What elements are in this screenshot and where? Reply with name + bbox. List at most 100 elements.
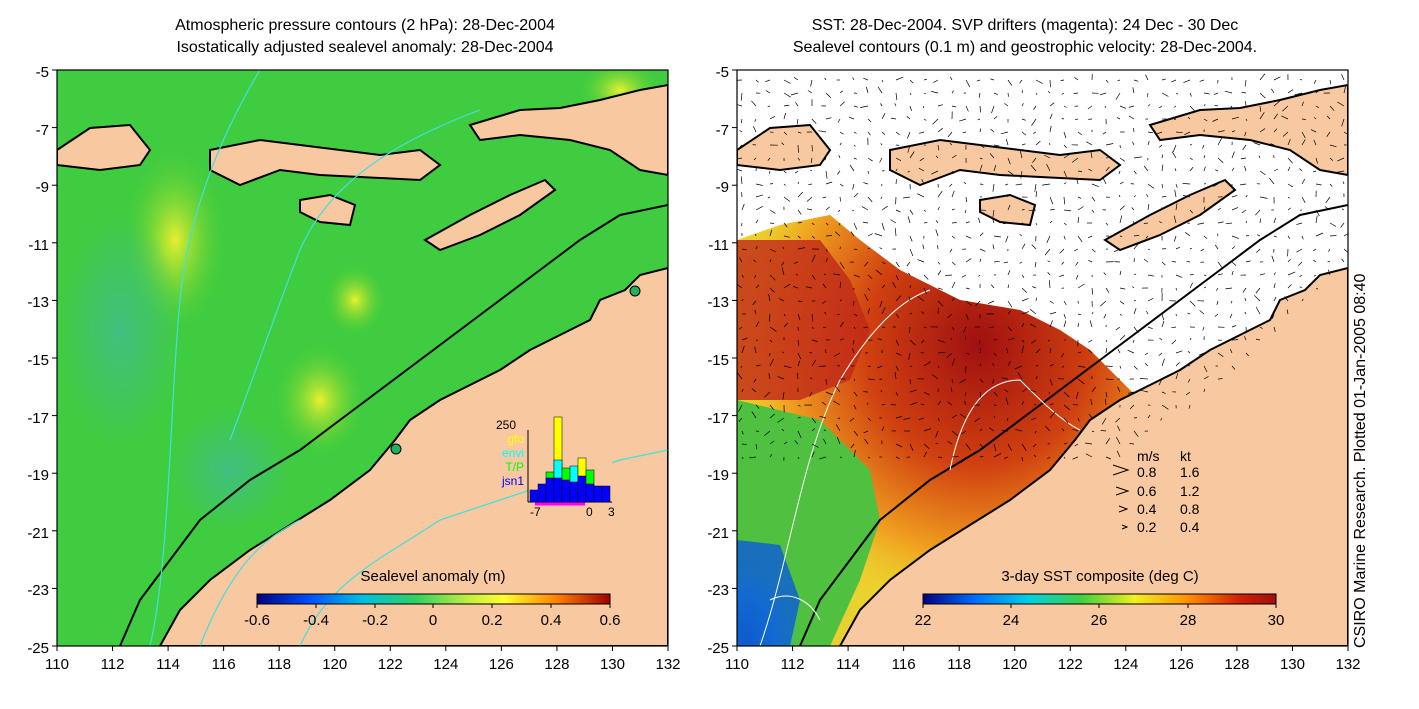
velocity-arrow (849, 164, 855, 172)
y-tick-label: -21 (707, 524, 729, 542)
velocity-arrow (1131, 141, 1135, 146)
velocity-arrow (1118, 170, 1121, 174)
velocity-arrow (1063, 131, 1067, 139)
velocity-arrow (783, 196, 791, 202)
velocity-arrow (1105, 391, 1108, 398)
velocity-arrow (839, 338, 844, 341)
velocity-arrow (1100, 430, 1107, 432)
velocity-arrow (1133, 195, 1136, 198)
velocity-arrow (1117, 349, 1121, 354)
y-tick-label: -23 (27, 582, 49, 600)
vector-legend-header-ms: m/s (1137, 448, 1160, 464)
velocity-arrow (863, 430, 869, 434)
velocity-arrow (1301, 235, 1304, 240)
velocity-arrow (741, 248, 747, 251)
velocity-arrow (937, 400, 941, 406)
velocity-arrow (1146, 194, 1149, 198)
velocity-arrow (765, 90, 771, 94)
velocity-arrow (769, 248, 777, 253)
velocity-arrow (825, 206, 830, 211)
velocity-arrow (1160, 417, 1163, 421)
velocity-arrow (777, 417, 785, 423)
velocity-arrow (1006, 347, 1009, 354)
velocity-arrow (853, 144, 856, 147)
sla-colorbar-label: Sealevel anomaly (m) (360, 568, 506, 585)
velocity-arrow (782, 351, 785, 354)
velocity-arrow (811, 339, 818, 342)
y-tick-label: -11 (28, 236, 49, 254)
vector-legend-ms: 0.4 (1137, 501, 1157, 517)
velocity-arrow (806, 208, 813, 211)
velocity-arrow (1044, 248, 1051, 256)
velocity-arrow (1116, 450, 1121, 458)
velocity-arrow (1116, 117, 1121, 120)
x-tick-label: 110 (45, 656, 69, 673)
y-tick-label: -15 (27, 352, 49, 369)
velocity-arrow (1021, 443, 1027, 451)
velocity-arrow (951, 235, 956, 239)
velocity-arrow (990, 128, 995, 133)
velocity-arrow (769, 313, 771, 322)
velocity-arrow (1212, 118, 1219, 122)
velocity-arrow (1343, 85, 1347, 94)
velocity-arrow (755, 339, 759, 341)
velocity-arrow (1189, 209, 1194, 214)
velocity-arrow (867, 456, 871, 459)
velocity-arrow (1186, 260, 1191, 263)
velocity-arrow (1313, 259, 1317, 263)
x-tick-label: 130 (599, 656, 625, 673)
velocity-arrow (959, 118, 967, 122)
velocity-arrow (738, 404, 743, 412)
velocity-arrow (937, 287, 943, 290)
velocity-arrow (1161, 154, 1164, 159)
velocity-arrow (741, 443, 747, 445)
velocity-arrow (769, 183, 774, 185)
velocity-arrow (1049, 209, 1055, 211)
pressure-contour-1 (149, 70, 261, 646)
velocity-arrow (880, 143, 883, 146)
velocity-arrow (946, 352, 953, 358)
velocity-arrow (792, 286, 799, 289)
sla-colorbar-ticks (256, 604, 611, 608)
velocity-arrow (964, 335, 967, 341)
velocity-arrow (764, 430, 771, 436)
velocity-arrow (811, 254, 816, 263)
velocity-arrow (909, 151, 915, 159)
velocity-arrow (1144, 362, 1149, 367)
sst-cb-tick: 24 (1002, 612, 1020, 629)
velocity-arrow (853, 430, 859, 437)
velocity-arrow (1127, 349, 1135, 354)
velocity-arrow (1315, 157, 1318, 164)
velocity-arrow (1327, 260, 1331, 263)
velocity-arrow (951, 154, 957, 159)
y-tick-label: -13 (707, 294, 729, 312)
velocity-arrow (909, 378, 912, 385)
velocity-arrow (1343, 233, 1348, 237)
velocity-arrow (825, 248, 828, 252)
velocity-arrow (1117, 425, 1121, 432)
velocity-arrow (1088, 413, 1093, 419)
velocity-arrow (1063, 182, 1067, 185)
velocity-arrow (1313, 117, 1317, 120)
sst-cold-southwest (737, 540, 800, 646)
velocity-arrow (1060, 79, 1065, 81)
velocity-arrow (837, 118, 841, 123)
velocity-arrow (1007, 79, 1013, 86)
velocity-arrow (751, 411, 757, 419)
velocity-arrow (749, 456, 757, 459)
velocity-arrow (783, 104, 790, 107)
velocity-arrow (783, 170, 787, 174)
velocity-arrow (783, 79, 791, 84)
velocity-arrow (1119, 300, 1125, 305)
velocity-arrow (755, 404, 760, 409)
velocity-arrow (794, 440, 799, 445)
velocity-arrow (848, 116, 855, 120)
velocity-arrow (1273, 283, 1276, 289)
velocity-arrow (1115, 326, 1121, 331)
velocity-arrow (741, 274, 744, 278)
velocity-arrow (895, 157, 902, 162)
velocity-arrow (1282, 105, 1289, 112)
velocity-arrow (839, 131, 844, 135)
velocity-arrow (853, 404, 857, 410)
velocity-arrow (1033, 105, 1037, 110)
